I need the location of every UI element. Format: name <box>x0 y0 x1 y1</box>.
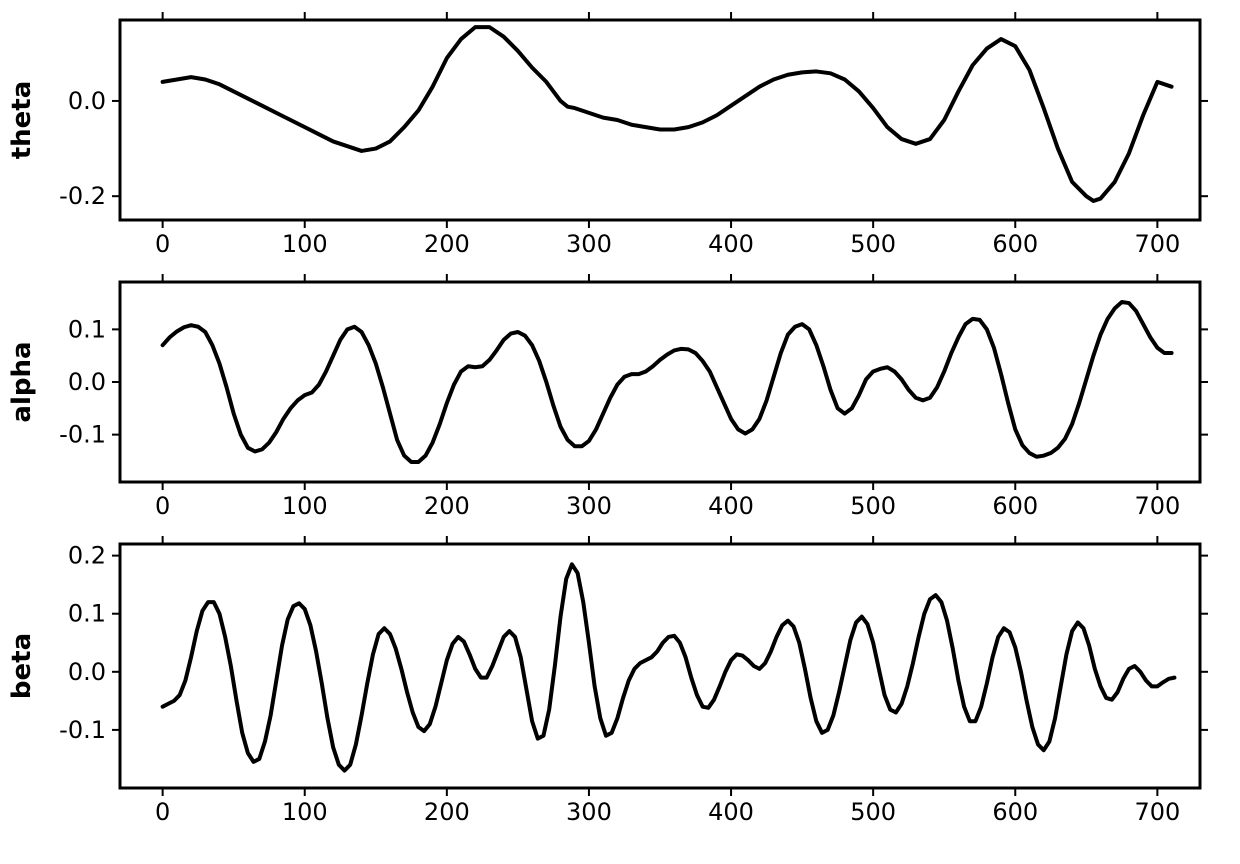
xtick-label: 700 <box>1134 798 1180 826</box>
xtick-label: 700 <box>1134 230 1180 258</box>
ytick-label: -0.2 <box>59 182 106 210</box>
figure-container: -0.2 0.0 0 100 200 300 400 500 600 700 theta -0.1 0.… <box>0 0 1240 864</box>
xtick-label: 100 <box>282 230 328 258</box>
panel-border <box>120 20 1200 220</box>
xtick-label: 200 <box>424 230 470 258</box>
xtick-label: 600 <box>992 230 1038 258</box>
xtick-label: 300 <box>566 798 612 826</box>
panel-border <box>120 544 1200 788</box>
xtick-label: 0 <box>155 492 170 520</box>
xtick-label: 600 <box>992 492 1038 520</box>
ylabel-beta: beta <box>7 633 37 699</box>
series-line-alpha <box>163 302 1172 462</box>
xtick-label: 0 <box>155 798 170 826</box>
figure-svg: -0.2 0.0 0 100 200 300 400 500 600 700 theta -0.1 0.… <box>0 0 1240 864</box>
xtick-label: 0 <box>155 230 170 258</box>
xtick-label: 500 <box>850 492 896 520</box>
series-line-theta <box>163 27 1172 201</box>
panel-alpha: -0.1 0.0 0.1 0 100 200 300 400 500 600 700 alpha <box>7 274 1208 520</box>
xtick-label: 300 <box>566 230 612 258</box>
panel-theta: -0.2 0.0 0 100 200 300 400 500 600 700 theta <box>7 12 1208 258</box>
xtick-label: 500 <box>850 798 896 826</box>
xtick-label: 400 <box>708 492 754 520</box>
ytick-label: 0.1 <box>68 315 106 343</box>
xtick-label: 700 <box>1134 492 1180 520</box>
xtick-label: 100 <box>282 492 328 520</box>
xtick-label: 600 <box>992 798 1038 826</box>
ytick-label: 0.0 <box>68 87 106 115</box>
series-line-beta <box>163 564 1175 770</box>
ytick-label: 0.0 <box>68 368 106 396</box>
xtick-label: 100 <box>282 798 328 826</box>
ytick-label: -0.1 <box>59 716 106 744</box>
xtick-label: 400 <box>708 798 754 826</box>
panel-border <box>120 282 1200 482</box>
xtick-label: 300 <box>566 492 612 520</box>
xtick-label: 200 <box>424 798 470 826</box>
ytick-label: 0.1 <box>68 600 106 628</box>
xtick-label: 400 <box>708 230 754 258</box>
xtick-label: 500 <box>850 230 896 258</box>
ytick-label: 0.2 <box>68 542 106 570</box>
ytick-label: 0.0 <box>68 658 106 686</box>
ytick-label: -0.1 <box>59 421 106 449</box>
panel-beta: -0.1 0.0 0.1 0.2 0 100 200 300 400 500 600 700 beta <box>7 536 1208 826</box>
ylabel-theta: theta <box>7 81 37 160</box>
ylabel-alpha: alpha <box>7 341 37 422</box>
xtick-label: 200 <box>424 492 470 520</box>
